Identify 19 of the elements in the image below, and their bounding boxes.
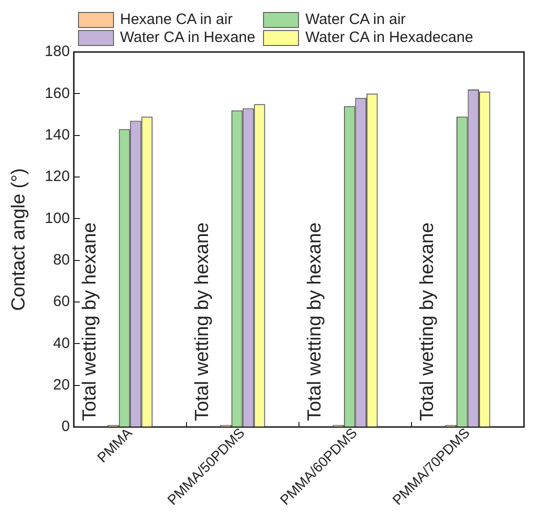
legend-label: Hexane CA in air [120, 11, 233, 28]
y-tick-label: 40 [53, 334, 70, 352]
y-tick-label: 80 [53, 252, 70, 269]
y-tick-label: 100 [44, 210, 70, 227]
y-tick-label: 120 [44, 168, 70, 186]
legend-label: Water CA in Hexadecane [305, 29, 474, 46]
annotation: Total wetting by hexane [416, 222, 438, 422]
y-axis-title: Contact angle (°) [8, 168, 30, 311]
annotation: Total wetting by hexane [192, 222, 213, 422]
legend-label: Water CA in air [305, 11, 406, 28]
legend-label: Water CA in Hexane [120, 29, 256, 46]
y-tick-label: 20 [53, 376, 70, 394]
annotation: Total wetting by hexane [79, 222, 100, 422]
y-tick-label: 0 [61, 418, 70, 436]
y-tick-label: 140 [44, 126, 70, 144]
annotation: Total wetting by hexane [304, 222, 326, 422]
y-tick-label: 180 [44, 43, 70, 60]
y-tick-label: 160 [44, 84, 70, 102]
y-tick-label: 60 [53, 293, 70, 310]
